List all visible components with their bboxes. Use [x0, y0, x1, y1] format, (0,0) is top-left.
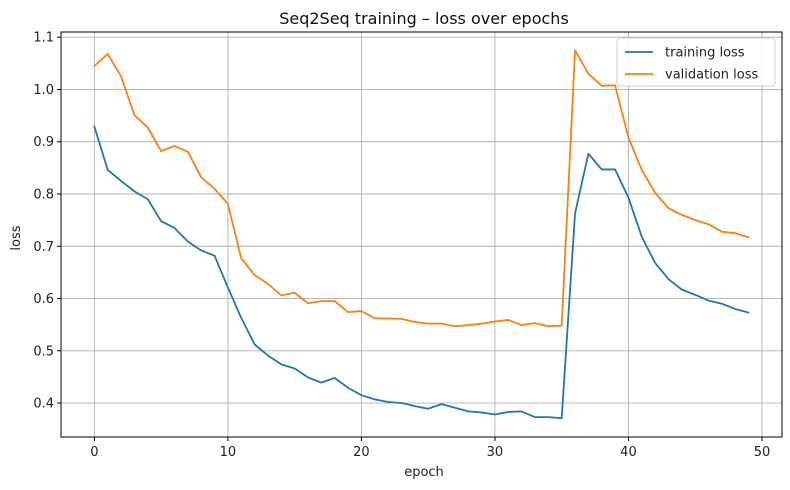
- series-lines: [93, 49, 750, 420]
- y-tick-label: 0.5: [33, 344, 54, 359]
- grid: [61, 32, 782, 437]
- x-axis-ticks: 0 10 20 30 40 50: [90, 437, 770, 460]
- x-tick-label: 0: [90, 445, 98, 460]
- legend-label-validation-loss: validation loss: [665, 68, 758, 83]
- y-axis-ticks: 0.4 0.5 0.6 0.7 0.8 0.9 1.0 1.1: [33, 31, 61, 412]
- x-axis-title: epoch: [404, 465, 444, 480]
- y-tick-label: 0.4: [33, 397, 54, 412]
- x-tick-label: 20: [353, 445, 370, 460]
- y-axis-title: loss: [9, 225, 24, 250]
- chart-title: Seq2Seq training – loss over epochs: [279, 9, 569, 28]
- y-tick-label: 0.9: [33, 135, 54, 150]
- y-tick-label: 0.8: [33, 188, 54, 203]
- y-tick-label: 1.0: [33, 83, 54, 98]
- legend-box: [616, 37, 776, 87]
- y-tick-label: 0.6: [33, 292, 54, 307]
- x-tick-label: 40: [620, 445, 637, 460]
- plot-frame: [60, 31, 783, 438]
- x-tick-label: 50: [754, 445, 771, 460]
- series-line-training-loss: [93, 125, 750, 420]
- y-tick-label: 1.1: [33, 31, 54, 46]
- legend: training loss validation loss: [616, 37, 776, 87]
- series-line-validation-loss: [93, 49, 750, 328]
- y-tick-label: 0.7: [33, 240, 54, 255]
- legend-label-training-loss: training loss: [665, 46, 745, 61]
- x-tick-label: 10: [220, 445, 237, 460]
- x-tick-label: 30: [487, 445, 504, 460]
